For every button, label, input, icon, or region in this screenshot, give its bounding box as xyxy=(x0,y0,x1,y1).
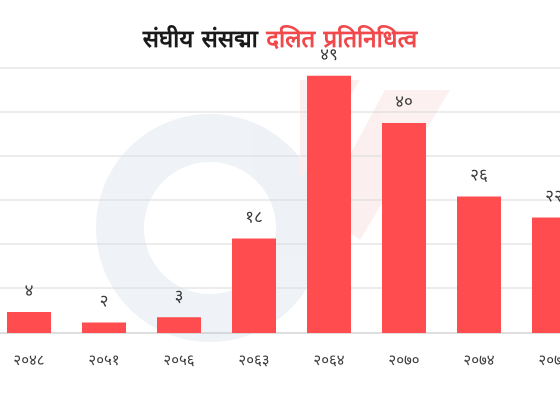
bar-5 xyxy=(307,75,351,333)
chart-title: संघीय संसद्मा दलित प्रतिनिधित्व xyxy=(0,22,560,55)
title-part-1: संघीय संसद्मा xyxy=(142,25,258,53)
value-label-6: ४० xyxy=(395,92,413,112)
value-label-3: ३ xyxy=(175,286,184,306)
bar-3 xyxy=(157,317,201,333)
bar-7 xyxy=(457,196,501,333)
bar-2 xyxy=(82,322,126,333)
bar-4 xyxy=(232,238,276,333)
bar-6 xyxy=(382,123,426,333)
value-label-5: ४९ xyxy=(320,45,338,65)
x-tick-label-8: २०७९ xyxy=(538,351,560,369)
x-tick-label-3: २०५६ xyxy=(163,351,194,369)
title-part-2: दलित प्रतिनिधित्व xyxy=(266,25,418,53)
value-label-8: २२ xyxy=(545,187,560,207)
x-tick-label-2: २०५१ xyxy=(88,351,119,369)
value-label-2: २ xyxy=(100,292,109,312)
x-tick-label-6: २०७० xyxy=(388,351,419,369)
bar-1 xyxy=(7,312,51,333)
x-tick-label-5: २०६४ xyxy=(313,351,344,369)
value-label-7: २६ xyxy=(470,166,488,186)
value-label-4: १८ xyxy=(245,208,263,228)
value-label-1: ४ xyxy=(25,281,34,301)
x-tick-label-7: २०७४ xyxy=(463,351,494,369)
x-tick-label-1: २०४८ xyxy=(13,351,44,369)
x-tick-label-4: २०६३ xyxy=(238,351,269,369)
bar-8 xyxy=(532,217,560,333)
